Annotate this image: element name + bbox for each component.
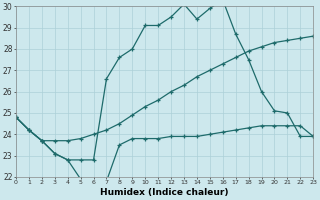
X-axis label: Humidex (Indice chaleur): Humidex (Indice chaleur) bbox=[100, 188, 229, 197]
